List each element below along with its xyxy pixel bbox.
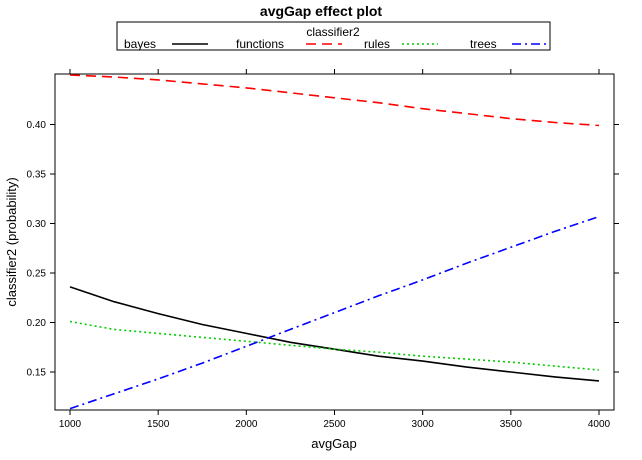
x-tick-label: 2500: [323, 419, 346, 430]
legend-label-rules: rules: [364, 37, 390, 51]
series-line-bayes: [69, 286, 600, 382]
legend-label-trees: trees: [470, 37, 497, 51]
x-tick-label: 2000: [235, 419, 258, 430]
chart-title: avgGap effect plot: [260, 3, 382, 19]
series-line-rules: [69, 320, 600, 371]
y-axis-label: classifier2 (probability): [4, 177, 19, 306]
x-tick-label: 1500: [147, 419, 170, 430]
series-line-trees: [69, 215, 600, 410]
legend: classifier2 bayes functions rules trees: [116, 21, 551, 51]
x-axis-label: avgGap: [311, 436, 357, 451]
y-tick-label: 0.15: [27, 368, 47, 379]
series-line-functions: [69, 74, 600, 127]
x-tick-label: 3000: [412, 419, 435, 430]
y-tick-label: 0.30: [27, 219, 47, 230]
y-tick-label: 0.20: [27, 318, 47, 329]
plot-frame: [54, 73, 615, 411]
y-tick-label: 0.25: [27, 269, 47, 280]
legend-label-bayes: bayes: [124, 37, 156, 51]
legend-label-functions: functions: [236, 37, 284, 51]
y-tick-label: 0.40: [27, 120, 47, 131]
y-tick-label: 0.35: [27, 170, 47, 181]
x-tick-label: 1000: [59, 419, 82, 430]
x-tick-label: 3500: [500, 419, 523, 430]
x-tick-label: 4000: [588, 419, 611, 430]
legend-title: classifier2: [306, 25, 360, 39]
legend-box: [116, 21, 551, 51]
